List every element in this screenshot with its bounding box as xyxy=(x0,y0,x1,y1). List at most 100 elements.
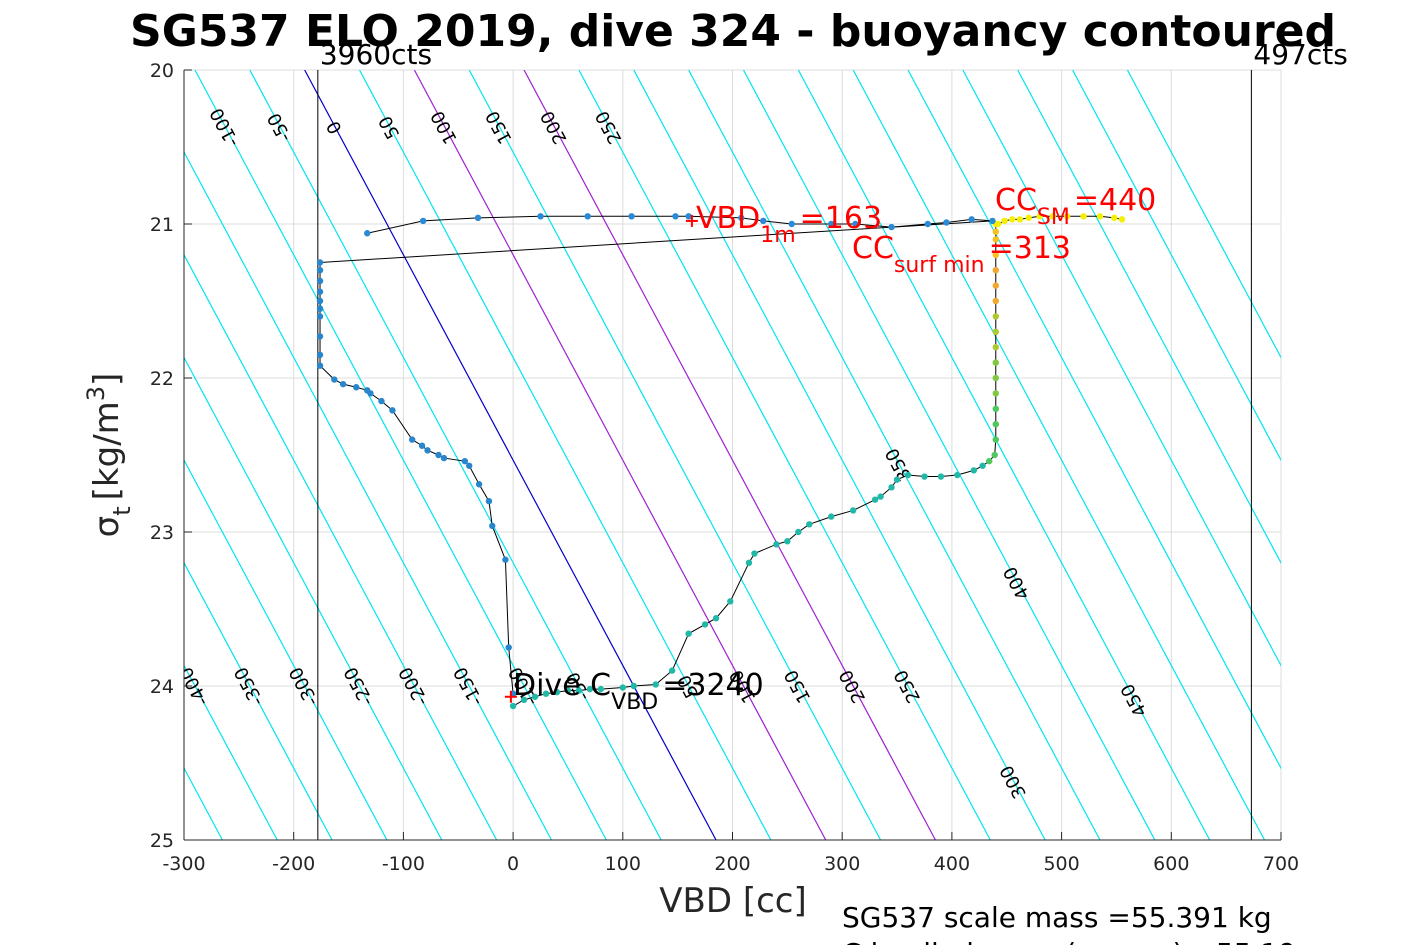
surface-point xyxy=(924,220,931,228)
climb-point xyxy=(849,507,857,514)
dive-point xyxy=(316,297,324,305)
climb-point xyxy=(806,521,813,528)
climb-point xyxy=(992,405,999,412)
surface-right-point xyxy=(1009,216,1016,223)
dive-point xyxy=(331,376,338,383)
surface-point xyxy=(968,216,975,223)
data-series xyxy=(316,213,1126,710)
vbd-limit-label: 3960cts xyxy=(320,38,432,71)
dive-point xyxy=(424,447,431,454)
climb-point xyxy=(992,436,999,443)
x-tick-label: -300 xyxy=(162,853,205,875)
surface-point xyxy=(760,217,767,225)
climb-point xyxy=(575,687,583,694)
annotation-ccsm-sub: SM xyxy=(1037,205,1070,230)
y-tick-label: 21 xyxy=(150,214,174,236)
annotation-vbd1m-value: =163 xyxy=(800,201,882,236)
contour-line-cyan xyxy=(578,70,991,840)
surface-right-point xyxy=(1001,217,1008,225)
climb-point xyxy=(992,313,999,320)
climb-point xyxy=(542,690,550,697)
climb-point xyxy=(597,685,605,693)
dive-point xyxy=(408,436,416,443)
annotation-ccsm-value: =440 xyxy=(1074,183,1156,218)
dive-point xyxy=(316,267,324,274)
contour-lines: -500-450-400-350-300-250-200-150-100-500… xyxy=(0,70,1281,840)
climb-point xyxy=(784,538,791,545)
contour-line-cyan xyxy=(797,70,1211,840)
contour-label-bottom: -500 xyxy=(66,663,104,709)
climb-point xyxy=(509,702,517,710)
climb-point xyxy=(985,457,993,465)
surface-point xyxy=(474,214,482,222)
climb-point xyxy=(992,344,999,351)
contour-line-cyan xyxy=(852,70,1266,840)
contour-line-purple xyxy=(523,70,936,840)
contour-line-cyan xyxy=(249,70,662,840)
surface-right-point xyxy=(1118,216,1126,223)
surface-right-point xyxy=(1111,214,1118,222)
climb-point xyxy=(586,685,594,693)
contour-label-top: -250 xyxy=(42,104,80,150)
dive-point xyxy=(475,481,483,488)
contour-line-cyan xyxy=(1072,70,1281,462)
surface-right-point xyxy=(1036,213,1043,220)
climb-point xyxy=(992,251,999,258)
y-axis-label: σt [kg/m3] xyxy=(82,373,136,538)
contour-label-top: -150 xyxy=(151,104,189,150)
climb-point xyxy=(619,684,626,691)
dive-point xyxy=(466,462,473,469)
contour-line-cyan xyxy=(358,70,772,840)
climb-point xyxy=(795,528,802,536)
grid xyxy=(183,69,1282,841)
surface-point xyxy=(628,213,635,220)
x-tick-label: 700 xyxy=(1263,853,1299,875)
dive-point xyxy=(389,407,396,414)
surface-point xyxy=(788,220,795,228)
surface-right-point xyxy=(1025,214,1032,222)
surface-point xyxy=(828,220,835,228)
contour-line-cyan xyxy=(468,70,882,840)
climb-point xyxy=(685,630,692,637)
climb-point xyxy=(520,696,528,704)
climb-point xyxy=(712,615,720,622)
climb-point xyxy=(970,467,978,474)
annotation-vbd1m-sub: 1m xyxy=(760,223,795,248)
contour-line-cyan xyxy=(688,70,1101,840)
surface-point xyxy=(419,217,427,225)
climb-point xyxy=(992,359,999,366)
contour-line-zero xyxy=(304,70,717,840)
contour-line-cyan xyxy=(0,70,168,840)
dive-point xyxy=(316,333,324,340)
climb-point xyxy=(937,473,945,480)
climb-point xyxy=(727,598,734,605)
annotation-vbd1m-main: VBD xyxy=(696,201,760,236)
surface-right-point xyxy=(1080,213,1087,220)
buoyancy-contours: -500-450-400-350-300-250-200-150-100-500… xyxy=(0,70,1281,840)
surface-point xyxy=(852,220,859,228)
climb-point xyxy=(701,621,709,628)
annotation-ccsurf-main: CC xyxy=(852,231,894,266)
dive-point xyxy=(435,451,442,459)
y-tick-label: 20 xyxy=(150,60,174,82)
contour-line-cyan xyxy=(184,150,553,840)
dive-point xyxy=(485,498,493,505)
annotation-dive-c-main: Dive C xyxy=(513,668,611,703)
climb-point xyxy=(668,667,676,674)
climb-point xyxy=(773,541,780,548)
x-tick-label: -100 xyxy=(382,853,425,875)
dive-point xyxy=(418,442,426,449)
dive-point xyxy=(316,362,324,369)
climb-point xyxy=(992,297,999,305)
surface-point xyxy=(672,213,679,220)
svg-text:σt[kg/m3]: σt [kg/m3] xyxy=(82,373,136,538)
contour-line-cyan xyxy=(742,70,1156,840)
dive-point xyxy=(505,644,512,651)
climb-point xyxy=(652,681,659,688)
contour-line-cyan xyxy=(184,458,388,840)
annotation-ccsurf-value: =313 xyxy=(989,231,1071,266)
y-label-sup: 3 xyxy=(82,386,110,401)
x-tick-label: 200 xyxy=(714,853,750,875)
surface-right-point xyxy=(1016,216,1024,223)
climb-point xyxy=(992,421,999,428)
